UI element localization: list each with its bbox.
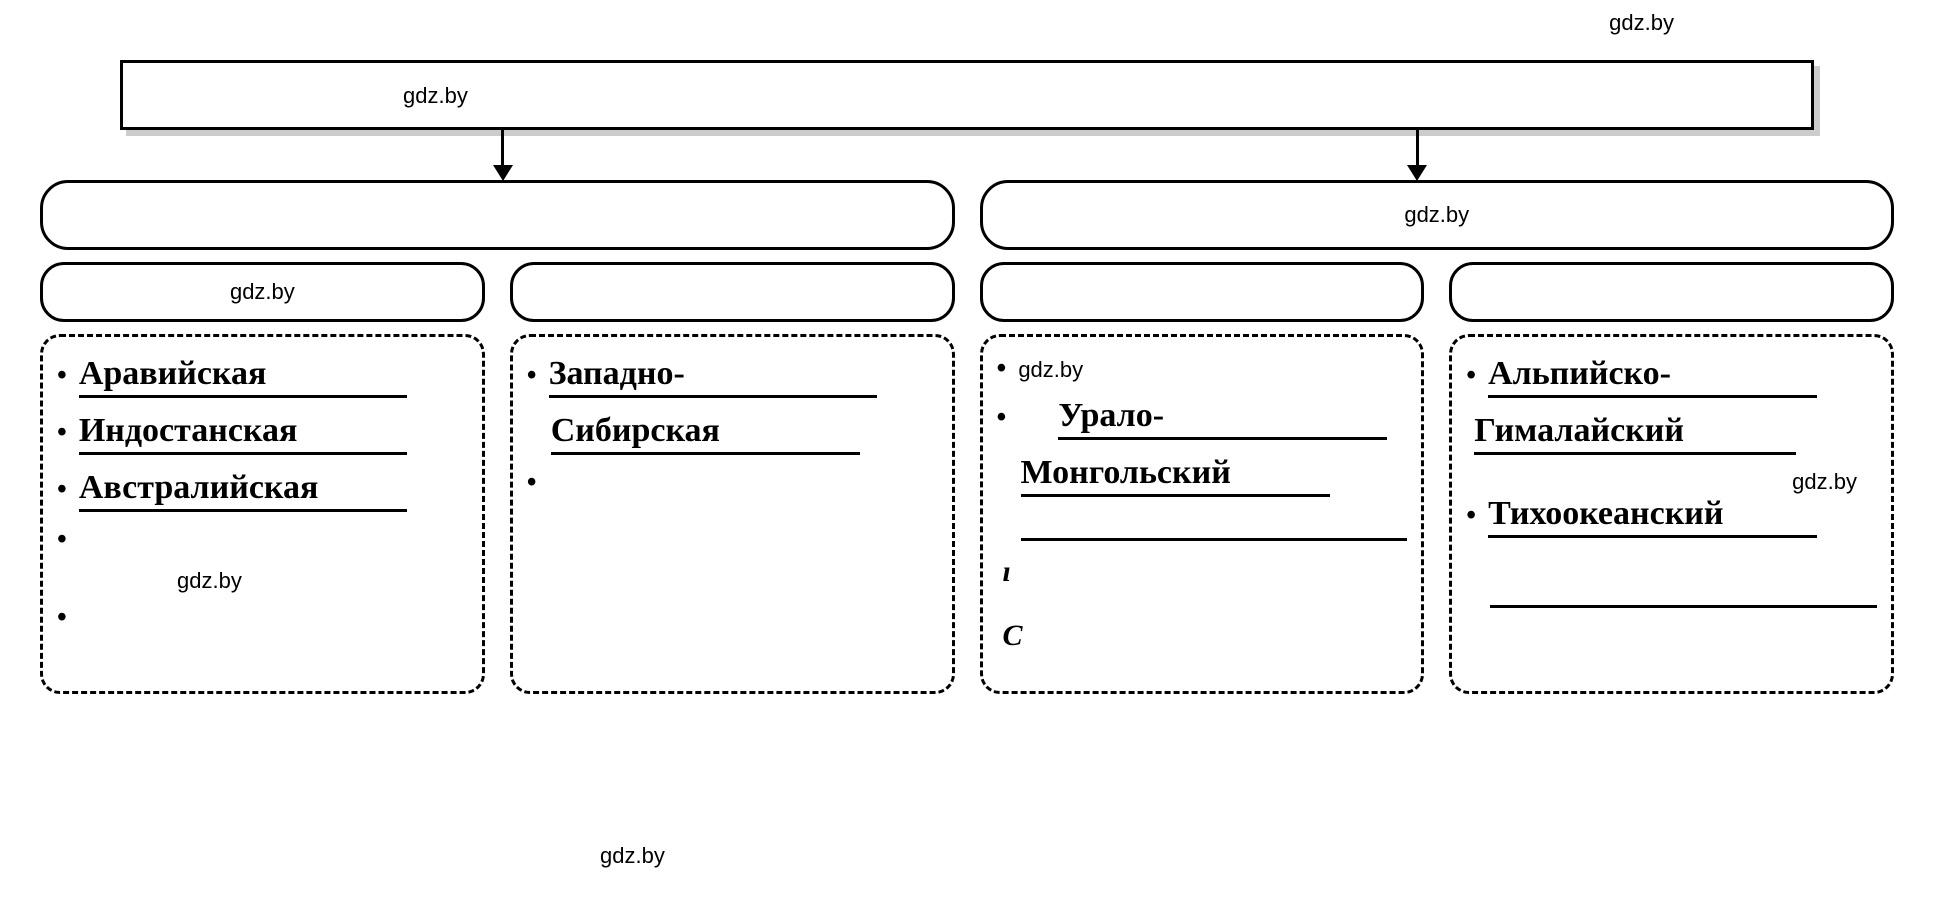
left-sub-row: gdz.by <box>40 262 955 322</box>
left-header-box <box>40 180 955 250</box>
sub-box-3 <box>980 262 1425 322</box>
watermark-top-right: gdz.by <box>1609 10 1674 36</box>
dashed-box-2: • Западно- Сибирская • <box>510 334 955 694</box>
bullet-icon: • <box>997 404 1007 432</box>
left-dashed-row: • Аравийская • Индостанская • Австралийс… <box>40 334 955 694</box>
list-item: • Австралийская <box>57 469 468 512</box>
sub-box-4 <box>1449 262 1894 322</box>
watermark-top-box: gdz.by <box>403 83 468 109</box>
watermark-right-header: gdz.by <box>1404 202 1469 228</box>
list-item: • Урало- <box>997 397 1408 440</box>
bullet-icon: • <box>527 469 537 497</box>
empty-item: • <box>57 604 468 632</box>
list-item: • Тихоокеанский <box>1466 495 1877 538</box>
item-text-line1: Альпийско- <box>1488 355 1817 398</box>
empty-item: • <box>527 469 938 497</box>
sub-box-2 <box>510 262 955 322</box>
bullet-icon: • <box>1466 362 1476 390</box>
bullet-icon: • <box>527 362 537 390</box>
list-item: • gdz.by <box>997 355 1408 383</box>
main-grid: gdz.by • Аравийская • Индостанская • Авс… <box>40 180 1894 694</box>
bullet-icon: • <box>57 419 67 447</box>
item-text: Австралийская <box>79 469 408 512</box>
dashed-box-3: • gdz.by • Урало- Монгольский ı C <box>980 334 1425 694</box>
item-text: Тихоокеанский <box>1488 495 1817 538</box>
right-sub-row <box>980 262 1895 322</box>
right-header-box: gdz.by <box>980 180 1895 250</box>
right-dashed-row: • gdz.by • Урало- Монгольский ı C • Альп <box>980 334 1895 694</box>
item-text: Индостанская <box>79 412 408 455</box>
dashed-box-4: • Альпийско- Гималайский gdz.by • Тихоок… <box>1449 334 1894 694</box>
bullet-icon: • <box>997 355 1007 383</box>
watermark-dashed4: gdz.by <box>1466 469 1857 495</box>
item-text-line2: Сибирская <box>551 412 860 455</box>
list-item: • Аравийская <box>57 355 468 398</box>
empty-line <box>1021 511 1408 541</box>
item-text: Аравийская <box>79 355 408 398</box>
item-text-line2: Монгольский <box>1021 454 1330 497</box>
list-item: • Индостанская <box>57 412 468 455</box>
bullet-icon: • <box>1466 502 1476 530</box>
item-text-line1: Урало- <box>1058 397 1387 440</box>
list-item: • Альпийско- <box>1466 355 1877 398</box>
item-text-line2: Гималайский <box>1474 412 1796 455</box>
list-item: • Западно- <box>527 355 938 398</box>
stray-char: C <box>1003 619 1408 653</box>
right-half: gdz.by • gdz.by • Урало- Монгольский <box>980 180 1895 694</box>
item-text-line1: Западно- <box>549 355 878 398</box>
empty-line <box>1490 578 1877 608</box>
bullet-icon: • <box>57 526 67 554</box>
dashed-box-1: • Аравийская • Индостанская • Австралийс… <box>40 334 485 694</box>
watermark-bottom-left: gdz.by <box>177 568 468 594</box>
arrows-row <box>120 130 1814 180</box>
left-half: gdz.by • Аравийская • Индостанская • Авс… <box>40 180 955 694</box>
arrow-right <box>1407 130 1427 181</box>
watermark-bottom-mid: gdz.by <box>600 843 665 869</box>
arrow-left <box>493 130 513 181</box>
sub-box-1: gdz.by <box>40 262 485 322</box>
empty-item: • <box>57 526 468 554</box>
watermark-sub-left: gdz.by <box>230 279 295 305</box>
bullet-icon: • <box>57 476 67 504</box>
bullet-icon: • <box>57 362 67 390</box>
stray-char: ı <box>1003 555 1408 589</box>
bullet-icon: • <box>57 604 67 632</box>
watermark-dashed3: gdz.by <box>1018 357 1083 383</box>
root-box: gdz.by <box>120 60 1814 130</box>
